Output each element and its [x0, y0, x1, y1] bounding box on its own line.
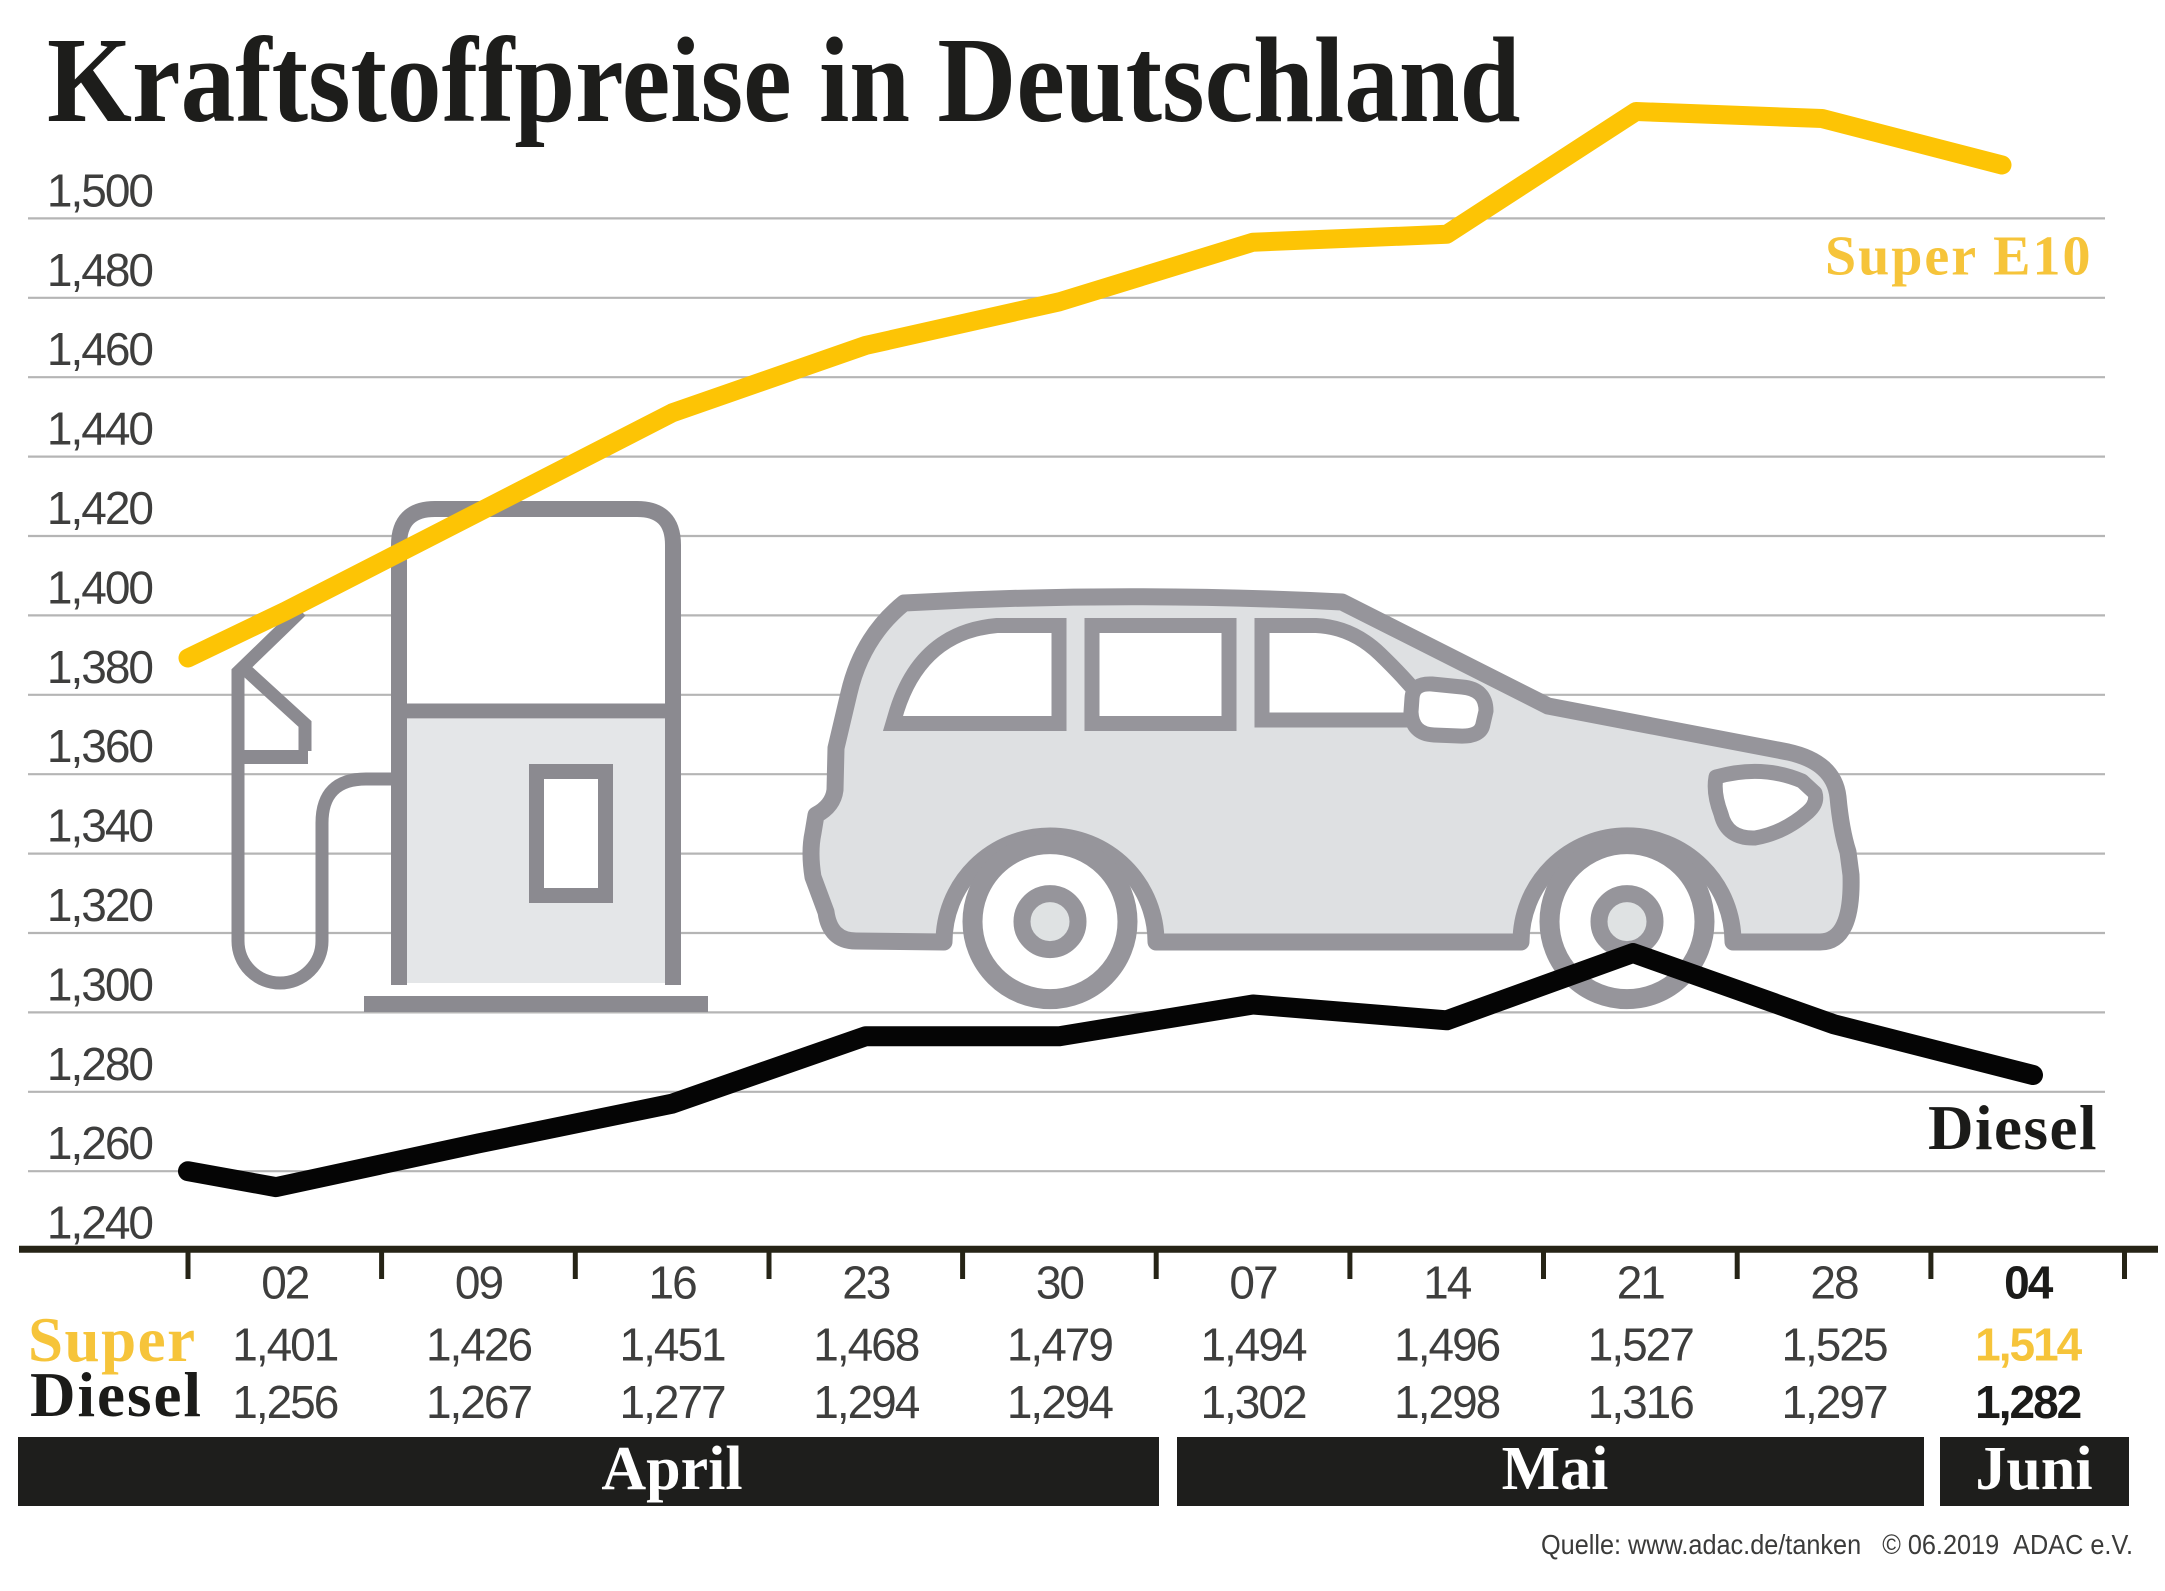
svg-text:14: 14: [1423, 1257, 1472, 1309]
svg-text:1,256: 1,256: [232, 1376, 338, 1428]
svg-text:1,280: 1,280: [47, 1038, 153, 1090]
svg-text:1,440: 1,440: [47, 403, 153, 455]
svg-text:04: 04: [2004, 1257, 2054, 1309]
svg-text:1,260: 1,260: [47, 1117, 153, 1169]
svg-text:23: 23: [842, 1257, 890, 1309]
svg-text:1,316: 1,316: [1588, 1376, 1694, 1428]
svg-text:Super E10: Super E10: [1825, 226, 2092, 288]
svg-text:Super: Super: [28, 1305, 197, 1375]
svg-text:Kraftstoffpreise in Deutschlan: Kraftstoffpreise in Deutschland: [47, 13, 1520, 148]
svg-text:Quelle: www.adac.de/tanken ©: Quelle: www.adac.de/tanken © 06.2019 ADA…: [1541, 1529, 2133, 1560]
svg-text:1,426: 1,426: [426, 1319, 532, 1371]
svg-text:1,451: 1,451: [620, 1319, 726, 1371]
svg-text:1,525: 1,525: [1781, 1319, 1887, 1371]
svg-text:1,400: 1,400: [47, 561, 153, 613]
svg-text:1,294: 1,294: [813, 1376, 920, 1428]
svg-text:30: 30: [1036, 1257, 1084, 1309]
svg-text:Diesel: Diesel: [1928, 1093, 2098, 1163]
svg-text:1,320: 1,320: [47, 879, 153, 931]
svg-text:1,298: 1,298: [1394, 1376, 1500, 1428]
svg-text:16: 16: [649, 1257, 697, 1309]
svg-text:1,340: 1,340: [47, 800, 153, 852]
svg-text:1,380: 1,380: [47, 641, 153, 693]
svg-text:28: 28: [1810, 1257, 1858, 1309]
svg-text:07: 07: [1229, 1257, 1277, 1309]
svg-text:1,480: 1,480: [47, 244, 153, 296]
svg-text:1,401: 1,401: [232, 1319, 338, 1371]
svg-text:1,479: 1,479: [1007, 1319, 1113, 1371]
svg-text:1,494: 1,494: [1200, 1319, 1307, 1371]
svg-text:1,500: 1,500: [47, 164, 153, 216]
svg-text:1,468: 1,468: [813, 1319, 919, 1371]
svg-text:02: 02: [261, 1257, 309, 1309]
svg-text:Diesel: Diesel: [30, 1360, 203, 1430]
svg-text:1,514: 1,514: [1975, 1319, 2083, 1371]
svg-text:1,302: 1,302: [1200, 1376, 1306, 1428]
svg-text:1,360: 1,360: [47, 720, 153, 772]
svg-text:09: 09: [455, 1257, 503, 1309]
svg-text:1,282: 1,282: [1975, 1376, 2081, 1428]
svg-text:April: April: [601, 1435, 742, 1503]
svg-text:1,460: 1,460: [47, 323, 153, 375]
svg-text:21: 21: [1617, 1257, 1665, 1309]
svg-text:Mai: Mai: [1502, 1435, 1609, 1503]
svg-text:1,267: 1,267: [426, 1376, 532, 1428]
svg-text:1,277: 1,277: [620, 1376, 726, 1428]
svg-text:1,420: 1,420: [47, 482, 153, 534]
svg-text:1,496: 1,496: [1394, 1319, 1500, 1371]
svg-text:1,294: 1,294: [1007, 1376, 1114, 1428]
svg-text:1,300: 1,300: [47, 958, 153, 1010]
svg-text:1,240: 1,240: [47, 1197, 153, 1249]
svg-text:Juni: Juni: [1975, 1435, 2092, 1503]
svg-text:1,297: 1,297: [1781, 1376, 1887, 1428]
svg-text:1,527: 1,527: [1588, 1319, 1694, 1371]
